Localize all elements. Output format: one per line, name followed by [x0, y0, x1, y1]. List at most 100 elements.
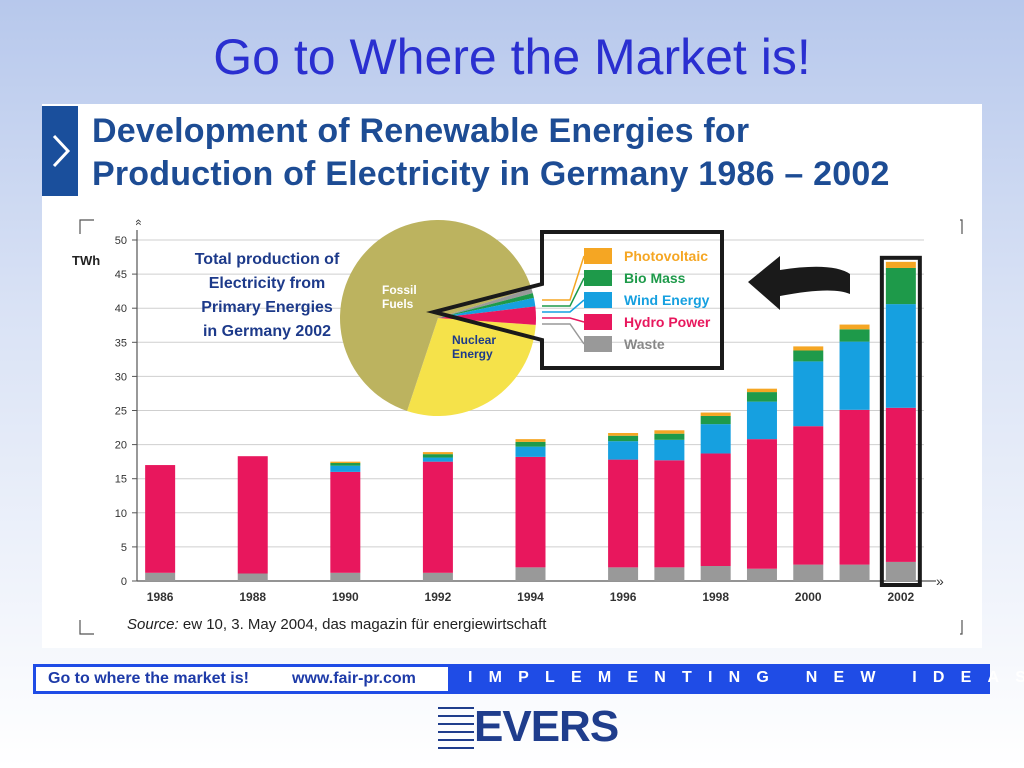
legend-connector: [542, 277, 585, 307]
y-axis-arrow-icon: «: [132, 219, 146, 226]
stacked-bar-chart: 0 5 10 15 20 25 30 35 40 45 50 « TWh » 1986 1988 1990 199…: [72, 219, 963, 635]
bar-segment: [839, 324, 870, 330]
bar-segment: [885, 267, 916, 305]
bar-segment: [700, 412, 731, 416]
bar-segment: [330, 463, 361, 466]
legend-label: Photovoltaic: [624, 248, 708, 264]
y-tick-label: 20: [115, 440, 127, 452]
bar-segment: [885, 261, 916, 268]
y-tick-label: 35: [115, 337, 127, 349]
legend-swatch: [584, 314, 612, 330]
bar-segment: [700, 565, 731, 581]
bar-segment: [422, 457, 453, 462]
y-tick-label: 25: [115, 406, 127, 418]
slide-title: Go to Where the Market is!: [213, 29, 811, 85]
x-tick-label: 1990: [332, 590, 359, 604]
bar-segment: [746, 439, 777, 569]
pie-slice: [407, 318, 536, 416]
corner-bracket: [79, 219, 94, 234]
bar-segment: [654, 430, 685, 434]
bar-segment: [793, 346, 824, 351]
chevron-right-icon: [42, 106, 78, 196]
footer-left-box: Go to where the market is! www.fair-pr.c…: [34, 665, 450, 693]
y-tick-label: 0: [121, 576, 127, 588]
panel-title-line1: Development of Renewable Energies for: [92, 112, 750, 150]
footer-slogan: Go to where the market is!: [48, 670, 249, 687]
y-tick-label: 50: [115, 235, 127, 247]
legend-swatch: [584, 292, 612, 308]
pie-slice: [438, 293, 534, 318]
bar-segment: [608, 433, 639, 436]
x-tick-label: 2002: [888, 590, 915, 604]
bar-segment: [746, 401, 777, 440]
inset-title-line: Primary Energies: [201, 299, 333, 316]
legend-swatch: [584, 336, 612, 352]
bar-segment: [608, 459, 639, 568]
y-tick-label: 30: [115, 371, 127, 383]
bar-segment: [654, 439, 685, 461]
footer-tagline: IMPLEMENTING NEW IDEAS: [468, 669, 1024, 686]
x-tick-label: 2000: [795, 590, 822, 604]
inset-title-line: Electricity from: [209, 275, 325, 292]
bar-segment: [885, 561, 916, 581]
y-tick-label: 10: [115, 508, 127, 520]
corner-bracket: [79, 620, 94, 635]
arrow-icon: [748, 256, 850, 310]
bar-segment: [839, 329, 870, 342]
pie-slice: [438, 297, 536, 318]
footer-bar: Go to where the market is! www.fair-pr.c…: [33, 664, 1024, 694]
legend-label: Waste: [624, 336, 665, 352]
legend-connector: [542, 255, 585, 301]
bar-segment: [515, 439, 546, 442]
legend-connector: [542, 299, 585, 313]
x-tick-label: 1992: [425, 590, 452, 604]
legend-connector: [542, 317, 585, 323]
bar-segment: [746, 388, 777, 393]
pie-slice-label: Nuclear: [452, 333, 496, 347]
x-tick-label: 1994: [517, 590, 544, 604]
footer-url-link[interactable]: www.fair-pr.com: [292, 670, 416, 687]
bar-segment: [700, 415, 731, 425]
corner-bracket: [960, 620, 963, 635]
bar-segment: [330, 465, 361, 472]
bar-segment: [654, 433, 685, 440]
bar-segment: [330, 572, 361, 581]
pie-slice-label: Fuels: [382, 297, 414, 311]
pie-slice: [340, 220, 532, 411]
bar-segment: [839, 564, 870, 581]
bar-segment: [330, 461, 361, 464]
bar-segment: [422, 461, 453, 573]
inset-title-line: Total production of: [195, 251, 340, 268]
pie-slice-label: Energy: [452, 347, 493, 361]
pie-slice: [438, 306, 536, 325]
x-tick-label: 1988: [239, 590, 266, 604]
y-tick-label: 40: [115, 303, 127, 315]
legend-label: Bio Mass: [624, 270, 686, 286]
y-axis-label: TWh: [72, 253, 100, 268]
bar-segment: [515, 567, 546, 581]
bar-segment: [237, 456, 268, 574]
bar-segment: [746, 392, 777, 402]
bar-segment: [608, 435, 639, 442]
bar-segment: [700, 424, 731, 454]
panel-title: Development of Renewable Energies for Pr…: [92, 110, 972, 196]
bar-segment: [515, 456, 546, 568]
x-tick-label: 1986: [147, 590, 174, 604]
inset-title-line: in Germany 2002: [203, 323, 331, 340]
corner-bracket: [960, 219, 963, 234]
panel-title-line2: Production of Electricity in Germany 198…: [92, 155, 890, 193]
bar-segment: [608, 567, 639, 581]
bar-segment: [746, 568, 777, 581]
bar-segment: [330, 471, 361, 573]
y-tick-label: 15: [115, 474, 127, 486]
bar-segment: [700, 453, 731, 566]
bar-segment: [515, 446, 546, 457]
y-tick-label: 45: [115, 269, 127, 281]
bar-segment: [608, 441, 639, 460]
bar-segment: [145, 465, 176, 573]
bar-segment: [839, 341, 870, 410]
bar-segment: [422, 454, 453, 458]
bar-segment: [793, 350, 824, 362]
bar-segment: [654, 567, 685, 581]
bar-segment: [515, 441, 546, 447]
